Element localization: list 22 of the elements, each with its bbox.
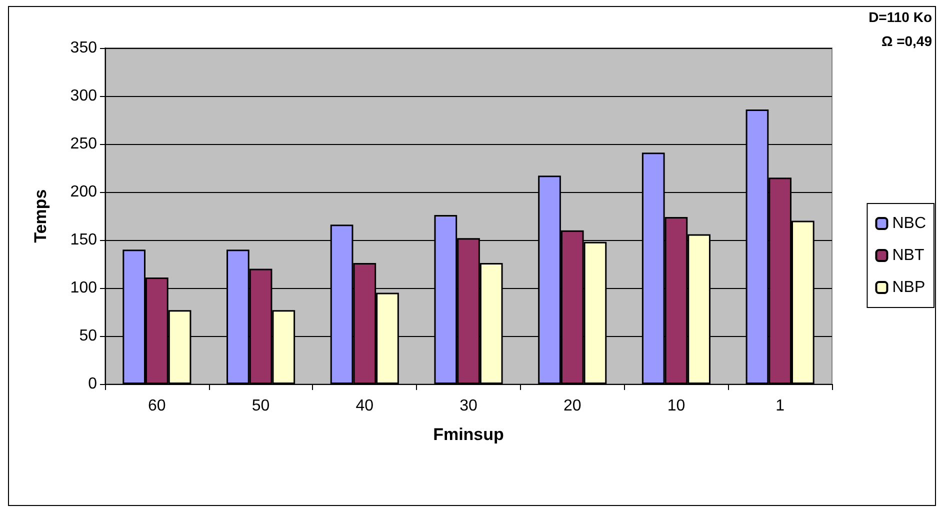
y-tick-label: 0 [88,376,98,392]
y-axis-title: Temps [31,189,50,243]
y-tick-label: 50 [79,328,98,344]
y-tick-label: 200 [70,184,98,200]
x-tick-label: 40 [356,398,374,414]
x-axis-title: Fminsup [433,425,504,444]
x-tick-label: 20 [563,398,582,414]
y-tick-label: 300 [70,88,98,104]
y-tick-label: 350 [70,40,98,56]
y-tick-label: 100 [70,280,98,296]
legend-label: NBT [892,247,924,264]
text: D=110 Ko [868,9,932,25]
legend-label: NBP [892,279,926,296]
x-tick-label: 50 [252,398,270,414]
x-tick-label: 30 [460,398,478,414]
y-tick-label: 250 [70,136,98,152]
legend-label: NBC [892,215,926,232]
x-tick-label: 1 [776,398,785,414]
y-tick-label: 150 [70,232,98,248]
x-tick-label: 10 [667,398,686,414]
text: Ω =0,49 [881,33,932,49]
x-tick-label: 60 [148,398,166,414]
